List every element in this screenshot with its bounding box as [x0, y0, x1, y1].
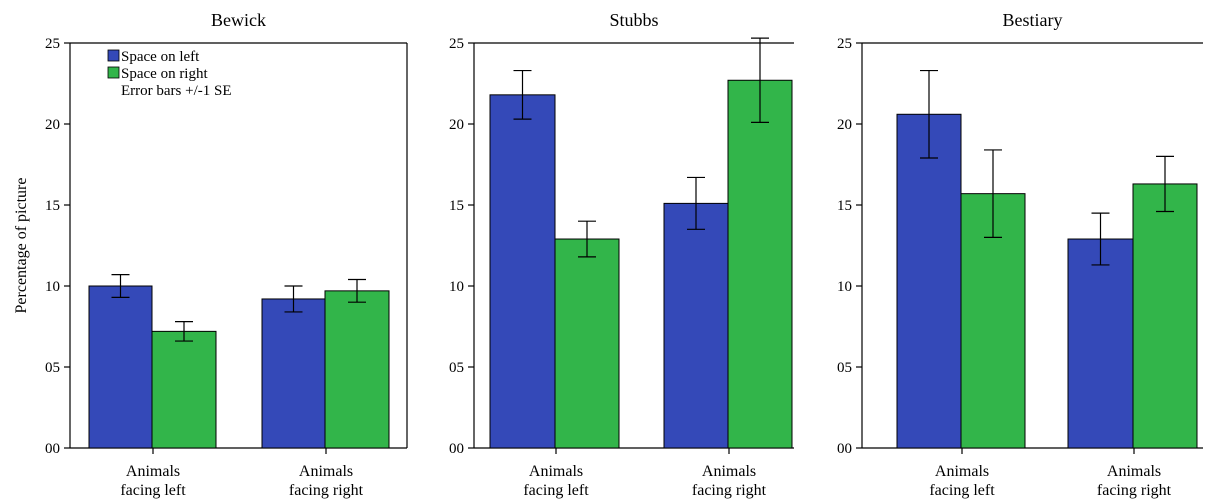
bar [261, 298, 326, 449]
legend-label: Space on right [121, 66, 208, 82]
chart-panel-bestiary: Bestiary 00 05 10 15 20 25 Animals facing left An… [837, 10, 1203, 499]
y-tick-label: 25 [837, 36, 852, 52]
y-tick-label: 00 [449, 441, 464, 457]
y-tick-label: 05 [837, 360, 852, 376]
x-tick-label: Animals [702, 463, 756, 480]
y-tick-label: 05 [449, 360, 464, 376]
y-tick-label: 20 [837, 117, 852, 133]
y-tick-label: 15 [449, 198, 464, 214]
y-tick-label: 20 [45, 117, 60, 133]
chart-title: Bewick [211, 10, 266, 30]
bar [88, 285, 153, 449]
x-tick-label: Animals [935, 463, 989, 480]
bar [896, 113, 962, 449]
y-tick-label: 25 [45, 36, 60, 52]
y-tick-label: 00 [45, 441, 60, 457]
legend-swatch [107, 66, 120, 79]
x-tick-label: Animals [1107, 463, 1161, 480]
chart-panel-bewick: Bewick 00 05 10 15 20 25 Percentage of picture A… [13, 10, 408, 499]
y-tick-label: 10 [449, 279, 464, 295]
y-axis-label: Percentage of picture [13, 178, 30, 314]
y-tick-label: 15 [837, 198, 852, 214]
legend-note: Error bars +/-1 SE [121, 83, 232, 99]
legend-label: Space on left [121, 49, 200, 65]
y-tick-label: 05 [45, 360, 60, 376]
x-tick-label: Animals [299, 463, 353, 480]
x-tick-label: facing right [692, 482, 767, 499]
x-tick-label: facing right [1097, 482, 1172, 499]
bar [489, 94, 556, 449]
bar [727, 79, 793, 449]
y-tick-label: 25 [449, 36, 464, 52]
y-tick-label: 10 [837, 279, 852, 295]
y-tick-label: 10 [45, 279, 60, 295]
bar [554, 238, 620, 449]
chart-title: Stubbs [609, 10, 658, 30]
chart-panel-stubbs: Stubbs 00 05 10 15 20 25 Animals facing left Anim… [449, 10, 794, 499]
bar [663, 202, 729, 449]
x-tick-label: facing left [929, 482, 995, 499]
x-tick-label: Animals [529, 463, 583, 480]
y-tick-label: 15 [45, 198, 60, 214]
bar [324, 290, 390, 449]
y-tick-label: 20 [449, 117, 464, 133]
chart-title: Bestiary [1003, 10, 1063, 30]
x-tick-label: Animals [126, 463, 180, 480]
x-tick-label: facing left [120, 482, 186, 499]
bar [1132, 183, 1198, 449]
x-tick-label: facing left [523, 482, 589, 499]
bar [1067, 238, 1134, 449]
bar [151, 330, 217, 449]
legend-swatch [107, 49, 120, 62]
x-tick-label: facing right [289, 482, 364, 499]
y-tick-label: 00 [837, 441, 852, 457]
